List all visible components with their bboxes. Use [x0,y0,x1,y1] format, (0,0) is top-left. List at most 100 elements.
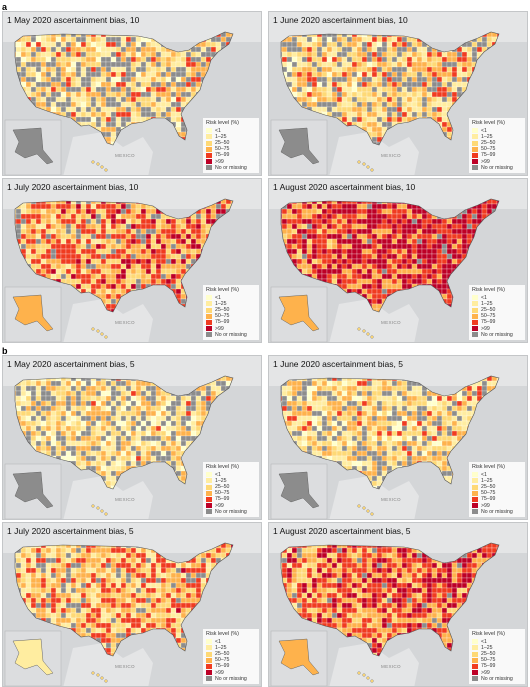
county-cell [145,238,152,245]
county-cell [95,76,102,83]
county-cell [336,213,343,220]
county-cell [15,273,17,280]
county-cell [291,208,298,215]
county-cell [336,121,343,128]
county-cell [381,101,388,108]
county-cell [451,253,458,260]
county-cell [155,303,162,310]
county-cell [185,86,192,93]
county-cell [281,258,283,265]
county-cell [25,46,32,53]
county-cell [361,268,368,275]
county-cell [55,203,62,210]
county-cell [80,273,87,280]
county-cell [170,51,177,58]
county-cell [80,288,87,295]
county-cell [306,238,313,245]
county-cell [60,268,67,275]
county-cell [371,263,378,270]
county-cell [431,273,438,280]
county-cell [45,51,52,58]
county-cell [376,116,383,123]
county-cell [155,308,162,312]
county-cell [441,213,448,220]
county-cell [486,56,493,63]
county-cell [406,268,413,275]
county-cell [191,147,196,152]
county-cell [155,253,162,260]
county-cell [502,279,507,284]
county-cell [175,56,182,63]
county-cell [431,268,438,275]
county-cell [416,278,423,285]
county-cell [170,91,177,98]
county-cell [496,273,499,280]
county-cell [95,228,102,235]
county-cell [386,228,393,235]
county-cell [205,218,212,225]
legend-item: 1–25 [206,301,256,307]
county-cell [60,218,67,225]
county-cell [190,101,197,108]
county-cell [426,66,433,73]
county-cell [110,96,117,103]
county-cell [45,233,52,240]
county-cell [502,102,507,107]
us-outline [280,31,500,146]
county-cell [200,61,207,68]
county-cell [336,253,343,260]
county-cell [376,36,383,43]
county-cell [105,81,112,88]
county-cell [195,308,202,312]
county-cell [195,233,202,240]
county-cell [456,233,463,240]
county-cell [436,223,443,230]
county-cell [60,86,67,93]
county-cell [230,96,233,103]
county-cell [321,71,328,78]
county-cell [346,71,353,78]
county-cell [436,248,443,255]
county-cell [286,223,293,230]
county-cell [326,303,333,310]
county-cell [135,126,142,133]
county-cell [165,268,172,275]
county-cell [60,233,67,240]
county-cell [361,233,368,240]
county-cell [327,314,332,319]
county-cell [236,214,241,219]
county-cell [416,61,423,68]
county-cell [491,71,498,78]
county-cell [316,71,323,78]
county-cell [426,86,433,93]
county-cell [180,76,187,83]
county-cell [386,288,393,295]
county-cell [391,56,398,63]
county-cell [421,121,428,128]
county-cell [336,51,343,58]
county-cell [436,91,443,98]
county-cell [80,385,87,392]
county-cell [461,228,468,235]
county-cell [346,106,353,113]
county-cell [180,81,187,88]
county-cell [115,116,122,123]
county-cell [436,298,443,305]
legend-label: 1–25 [215,133,227,140]
county-cell [466,111,473,118]
county-cell [366,248,373,255]
county-cell [190,136,197,143]
county-cell [175,66,182,73]
hawaii-island [100,332,104,336]
county-cell [130,111,137,118]
county-cell [20,238,27,245]
county-cell [421,253,428,260]
county-cell [75,258,82,265]
county-cell [15,263,17,270]
county-cell [135,263,142,270]
county-cell [210,81,217,88]
county-cell [100,111,107,118]
county-cell [220,86,227,93]
county-cell [431,228,438,235]
county-cell [486,253,493,260]
